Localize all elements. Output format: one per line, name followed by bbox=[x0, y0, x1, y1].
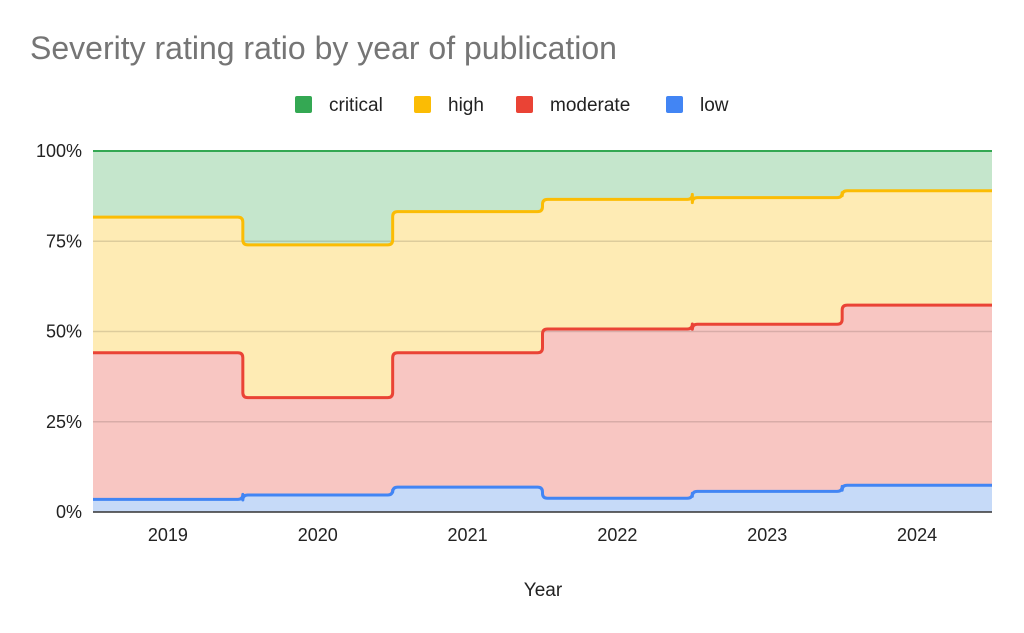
x-tick-label: 2021 bbox=[448, 525, 488, 545]
y-tick-label: 75% bbox=[46, 231, 82, 251]
y-tick-label: 25% bbox=[46, 412, 82, 432]
y-tick-label: 50% bbox=[46, 322, 82, 342]
y-axis-ticks: 0% 25% 50% 75% 100% bbox=[36, 141, 82, 522]
x-tick-label: 2019 bbox=[148, 525, 188, 545]
legend-label-moderate: moderate bbox=[550, 95, 630, 116]
area-fill-critical bbox=[93, 151, 992, 245]
x-axis-ticks: 2019 2020 2021 2022 2023 2024 bbox=[148, 525, 937, 545]
x-tick-label: 2023 bbox=[747, 525, 787, 545]
legend: critical high moderate low bbox=[295, 95, 729, 116]
chart-title: Severity rating ratio by year of publica… bbox=[30, 30, 617, 66]
legend-label-low: low bbox=[700, 95, 729, 116]
area-fill-high bbox=[93, 190, 992, 398]
y-tick-label: 0% bbox=[56, 502, 82, 522]
legend-label-high: high bbox=[448, 95, 484, 116]
series-line-high bbox=[93, 189, 992, 247]
y-tick-label: 100% bbox=[36, 141, 82, 161]
series-line-low bbox=[93, 483, 992, 502]
legend-swatch-moderate bbox=[516, 96, 533, 113]
x-tick-label: 2020 bbox=[298, 525, 338, 545]
legend-label-critical: critical bbox=[329, 95, 383, 116]
legend-swatch-critical bbox=[295, 96, 312, 113]
area-fill-moderate bbox=[93, 305, 992, 500]
x-tick-label: 2022 bbox=[597, 525, 637, 545]
area-fills bbox=[93, 151, 992, 512]
legend-swatch-low bbox=[666, 96, 683, 113]
x-axis-title: Year bbox=[524, 580, 563, 601]
series-lines bbox=[93, 150, 992, 513]
legend-swatch-high bbox=[414, 96, 431, 113]
x-tick-label: 2024 bbox=[897, 525, 937, 545]
series-line-moderate bbox=[93, 303, 992, 400]
